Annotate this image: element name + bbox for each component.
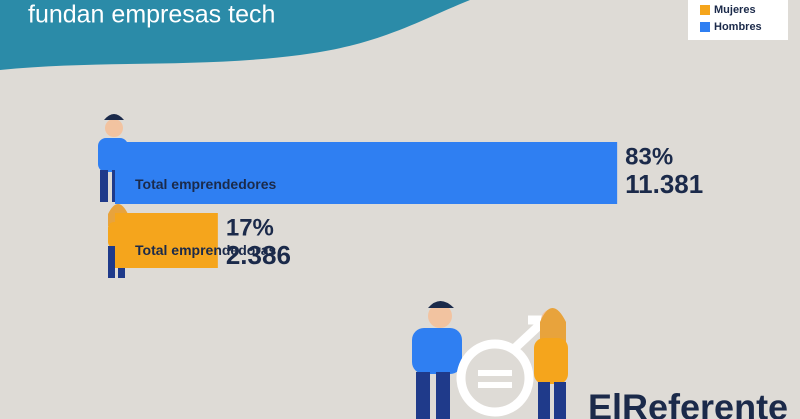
title: fundan empresas tech bbox=[28, 1, 275, 29]
bar-label: Total emprendedores bbox=[135, 176, 277, 192]
legend-label: Mujeres bbox=[714, 4, 756, 16]
header-wave bbox=[0, 0, 470, 70]
count-label: 2.386 bbox=[226, 240, 291, 270]
brand: ElReferente bbox=[588, 387, 788, 419]
count-label: 11.381 bbox=[625, 169, 703, 199]
legend-swatch bbox=[700, 22, 710, 32]
bar bbox=[115, 142, 618, 204]
legend-label: Hombres bbox=[714, 21, 762, 33]
value-label: 83% bbox=[625, 143, 673, 170]
value-label: 17% bbox=[226, 214, 274, 241]
people bbox=[98, 114, 568, 419]
legend-swatch bbox=[700, 5, 710, 15]
bar-label: Total emprendedoras bbox=[135, 242, 277, 258]
bar bbox=[115, 213, 218, 268]
